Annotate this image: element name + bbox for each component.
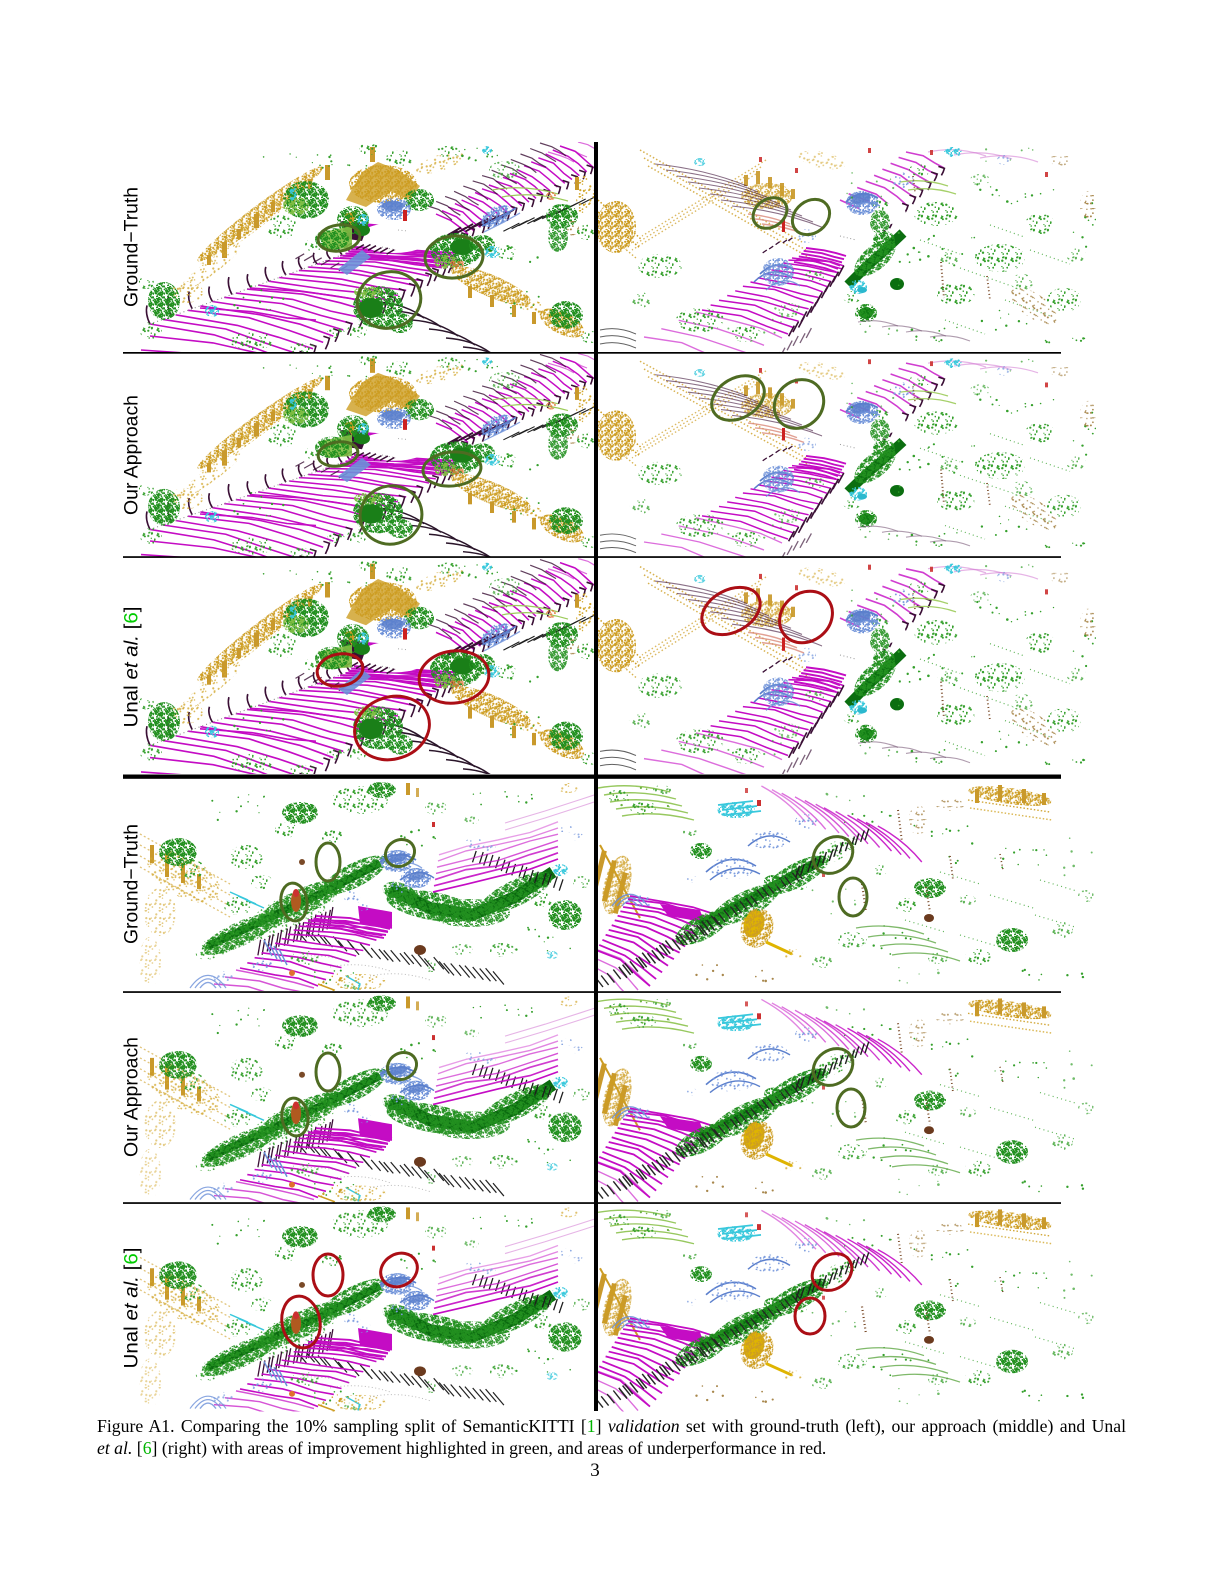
svg-text:Unal et al. [6]: Unal et al. [6] [121,1248,143,1369]
svg-text:Our Approach: Our Approach [121,1037,143,1157]
svg-text:Unal et al. [6]: Unal et al. [6] [121,607,143,728]
svg-text:Ground−Truth: Ground−Truth [121,187,143,307]
svg-text:Our Approach: Our Approach [121,395,143,515]
svg-text:Ground−Truth: Ground−Truth [121,824,143,944]
